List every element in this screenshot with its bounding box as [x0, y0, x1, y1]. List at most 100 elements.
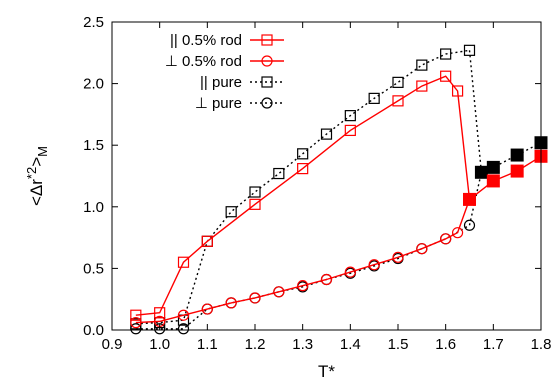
series-point-2 — [320, 128, 333, 140]
series-point-2 — [344, 110, 356, 122]
connector-line-0 — [468, 50, 483, 173]
y-axis-label-sub: M — [35, 146, 50, 157]
x-tick-labels: 0.9 1.0 1.1 1.2 1.3 1.4 1.5 1.6 1.7 1.8 — [102, 336, 552, 353]
legend: || 0.5% rod ⊥ 0.5% rod || pure ⊥ pure — [165, 32, 284, 112]
extra-series-point-1 — [463, 192, 476, 206]
series-point-2 — [249, 186, 261, 198]
series-point-1 — [177, 309, 190, 321]
series-point-1 — [273, 286, 285, 298]
x-tick-label: 1.8 — [531, 336, 552, 353]
series-point-3 — [177, 323, 190, 335]
series-point-0 — [416, 80, 428, 92]
legend-marker — [261, 34, 273, 46]
series-point-1 — [440, 233, 452, 245]
y-axis-label: <Δr*2>M — [24, 146, 50, 206]
series-point-1 — [225, 297, 237, 309]
series-point-1 — [368, 259, 380, 271]
series-point-2 — [225, 206, 237, 218]
plot-frame — [111, 21, 542, 331]
series-point-0 — [249, 198, 261, 210]
extra-series-point-0 — [474, 165, 488, 179]
series-point-1 — [416, 243, 428, 255]
y-axis-label-close: > — [27, 157, 46, 167]
chart-marks — [130, 44, 548, 335]
legend-marker — [261, 97, 273, 109]
series-point-1 — [201, 303, 213, 315]
y-tick-label: 1.0 — [83, 199, 104, 216]
legend-label: ⊥ 0.5% rod — [165, 53, 242, 70]
series-point-0 — [201, 235, 213, 247]
legend-marker — [261, 55, 273, 67]
series-point-0 — [344, 124, 356, 137]
x-tick-label: 1.7 — [483, 336, 504, 353]
extra-series-0 — [474, 136, 548, 179]
legend-item: ⊥ pure — [195, 95, 284, 112]
series-point-3 — [463, 219, 476, 231]
series-point-2 — [368, 92, 380, 104]
series-point-1 — [249, 292, 261, 304]
x-tick-label: 1.2 — [245, 336, 266, 353]
svg-text:<Δr*2>M: <Δr*2>M — [24, 146, 50, 206]
series-point-2 — [463, 44, 476, 56]
legend-item: || 0.5% rod — [170, 32, 284, 49]
connector-line-1 — [468, 172, 483, 226]
y-tick-label: 2.5 — [83, 14, 104, 31]
series-point-1 — [130, 317, 142, 329]
x-axis-label: T* — [318, 362, 335, 381]
series-point-2 — [416, 59, 428, 71]
series-point-1 — [392, 251, 404, 263]
series-point-3 — [130, 323, 142, 335]
legend-label: || pure — [200, 74, 242, 91]
extra-series-point-1 — [510, 164, 524, 178]
y-tick-label: 1.5 — [83, 137, 104, 154]
legend-item: || pure — [200, 74, 284, 91]
series-point-0 — [440, 70, 452, 82]
x-tick-label: 0.9 — [102, 336, 123, 353]
series-point-1 — [451, 227, 464, 239]
legend-label: || 0.5% rod — [170, 32, 242, 49]
series-line-0 — [135, 75, 471, 316]
x-tick-label: 1.3 — [292, 336, 313, 353]
series-point-2 — [440, 48, 452, 60]
series-point-2 — [273, 167, 285, 180]
extra-series-point-0 — [510, 148, 524, 162]
y-tick-label: 0.0 — [83, 322, 104, 339]
extra-series-line-1 — [469, 155, 542, 200]
x-tick-label: 1.4 — [340, 336, 361, 353]
x-tick-label: 1.0 — [149, 336, 170, 353]
legend-label: ⊥ pure — [195, 95, 242, 112]
series-point-0 — [177, 256, 190, 268]
x-tick-label: 1.1 — [197, 336, 218, 353]
extra-series-point-0 — [486, 160, 500, 174]
series-point-0 — [130, 309, 142, 321]
series-point-0 — [154, 307, 166, 319]
series-1 — [130, 193, 476, 329]
series-line-2 — [135, 49, 470, 325]
extra-series-1 — [463, 149, 548, 206]
extra-series-point-1 — [486, 174, 500, 188]
y-tick-label: 0.5 — [83, 260, 104, 277]
series-point-2 — [297, 148, 309, 160]
series-point-1 — [297, 280, 309, 292]
series-0 — [130, 70, 476, 321]
series-point-3 — [154, 323, 166, 335]
y-tick-label: 2.0 — [83, 76, 104, 93]
series-line-3 — [135, 224, 470, 330]
series-point-1 — [320, 273, 333, 286]
series-3 — [130, 219, 476, 335]
series-point-0 — [392, 95, 404, 107]
x-tick-label: 1.5 — [388, 336, 409, 353]
series-point-0 — [451, 85, 464, 97]
series-point-1 — [344, 266, 356, 278]
y-axis-label-sup: *2 — [24, 167, 39, 179]
y-axis-label-main: <Δr — [27, 179, 46, 206]
legend-marker — [261, 76, 273, 88]
series-point-2 — [392, 76, 404, 88]
axis-ticks — [111, 21, 542, 331]
series-point-0 — [297, 163, 309, 175]
x-tick-label: 1.6 — [435, 336, 456, 353]
y-tick-labels: 0.0 0.5 1.0 1.5 2.0 2.5 — [83, 14, 104, 339]
legend-item: ⊥ 0.5% rod — [165, 53, 284, 70]
series-line-1 — [135, 199, 471, 324]
